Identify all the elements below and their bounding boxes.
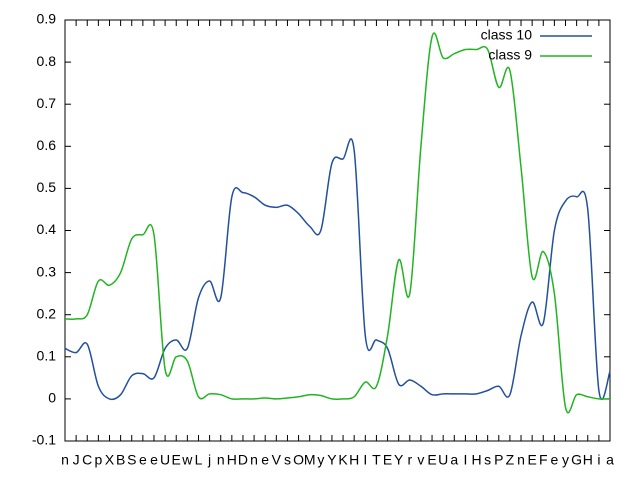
x-tick-label: L — [195, 452, 203, 468]
legend-label: class 10 — [481, 27, 533, 43]
y-tick-label: 0.1 — [37, 348, 57, 364]
x-tick-label: s — [484, 452, 491, 468]
x-tick-label: M — [304, 452, 316, 468]
x-tick-label: F — [539, 452, 548, 468]
x-tick-label: D — [238, 452, 248, 468]
x-tick-label: e — [139, 452, 147, 468]
y-tick-label: 0.5 — [37, 179, 57, 195]
x-tick-label: H — [227, 452, 237, 468]
x-tick-label: E — [383, 452, 392, 468]
x-tick-label: S — [127, 452, 136, 468]
x-tick-label: H — [471, 452, 481, 468]
x-tick-label: r — [407, 452, 412, 468]
x-tick-label: p — [94, 452, 102, 468]
x-tick-label: H — [583, 452, 593, 468]
y-tick-label: 0.9 — [37, 11, 57, 27]
y-tick-label: 0.2 — [37, 305, 57, 321]
x-tick-label: n — [517, 452, 525, 468]
series-line — [64, 138, 611, 401]
x-tick-label: P — [494, 452, 503, 468]
x-tick-label: e — [550, 452, 558, 468]
x-tick-label: I — [463, 452, 467, 468]
x-tick-label: i — [597, 452, 600, 468]
x-tick-label: U — [438, 452, 448, 468]
x-tick-label: j — [207, 452, 211, 468]
x-tick-label: a — [606, 452, 614, 468]
x-tick-label: G — [571, 452, 582, 468]
x-tick-label: I — [363, 452, 367, 468]
y-tick-label: 0.6 — [37, 137, 57, 153]
series-line — [64, 32, 611, 414]
x-tick-label: U — [160, 452, 170, 468]
y-tick-label: 0.8 — [37, 53, 57, 69]
x-tick-label: V — [272, 452, 282, 468]
x-tick-label: C — [82, 452, 92, 468]
x-tick-label: O — [293, 452, 304, 468]
y-tick-label: 0 — [48, 390, 56, 406]
x-tick-label: Z — [506, 452, 515, 468]
x-tick-label: a — [450, 452, 458, 468]
x-tick-label: y — [562, 452, 569, 468]
x-tick-label: X — [105, 452, 115, 468]
x-tick-label: T — [372, 452, 381, 468]
x-tick-label: e — [261, 452, 269, 468]
x-tick-label: E — [172, 452, 181, 468]
x-tick-label: v — [417, 452, 424, 468]
x-tick-label: s — [284, 452, 291, 468]
x-tick-label: n — [217, 452, 225, 468]
legend-label: class 9 — [488, 47, 532, 63]
x-tick-label: K — [338, 452, 348, 468]
x-tick-label: n — [250, 452, 258, 468]
x-tick-label: Y — [394, 452, 404, 468]
x-tick-label: J — [73, 452, 80, 468]
x-tick-label: H — [349, 452, 359, 468]
x-tick-label: B — [116, 452, 125, 468]
x-tick-label: E — [527, 452, 536, 468]
x-tick-label: Y — [327, 452, 337, 468]
y-tick-label: 0.3 — [37, 263, 57, 279]
x-tick-label: y — [317, 452, 324, 468]
x-tick-label: w — [181, 452, 193, 468]
x-tick-label: e — [150, 452, 158, 468]
x-tick-label: n — [61, 452, 69, 468]
y-tick-label: 0.4 — [37, 221, 57, 237]
x-tick-label: E — [427, 452, 436, 468]
y-tick-label: -0.1 — [32, 432, 56, 448]
y-tick-label: 0.7 — [37, 95, 57, 111]
